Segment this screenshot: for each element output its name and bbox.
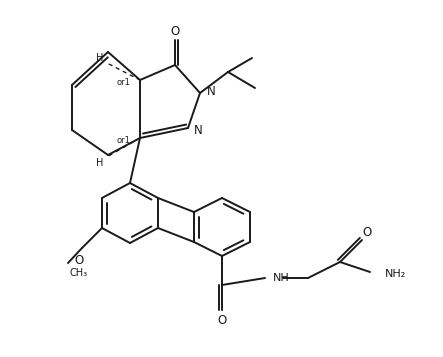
Text: or1: or1 <box>116 77 130 86</box>
Text: NH₂: NH₂ <box>385 269 406 279</box>
Text: N: N <box>207 85 216 97</box>
Text: N: N <box>194 124 203 136</box>
Text: H: H <box>96 53 104 63</box>
Text: O: O <box>218 313 227 327</box>
Text: NH: NH <box>273 273 290 283</box>
Text: H: H <box>96 158 104 168</box>
Text: O: O <box>74 253 84 266</box>
Text: or1: or1 <box>116 136 130 145</box>
Text: O: O <box>171 25 179 37</box>
Text: O: O <box>362 226 372 240</box>
Text: CH₃: CH₃ <box>70 268 88 278</box>
